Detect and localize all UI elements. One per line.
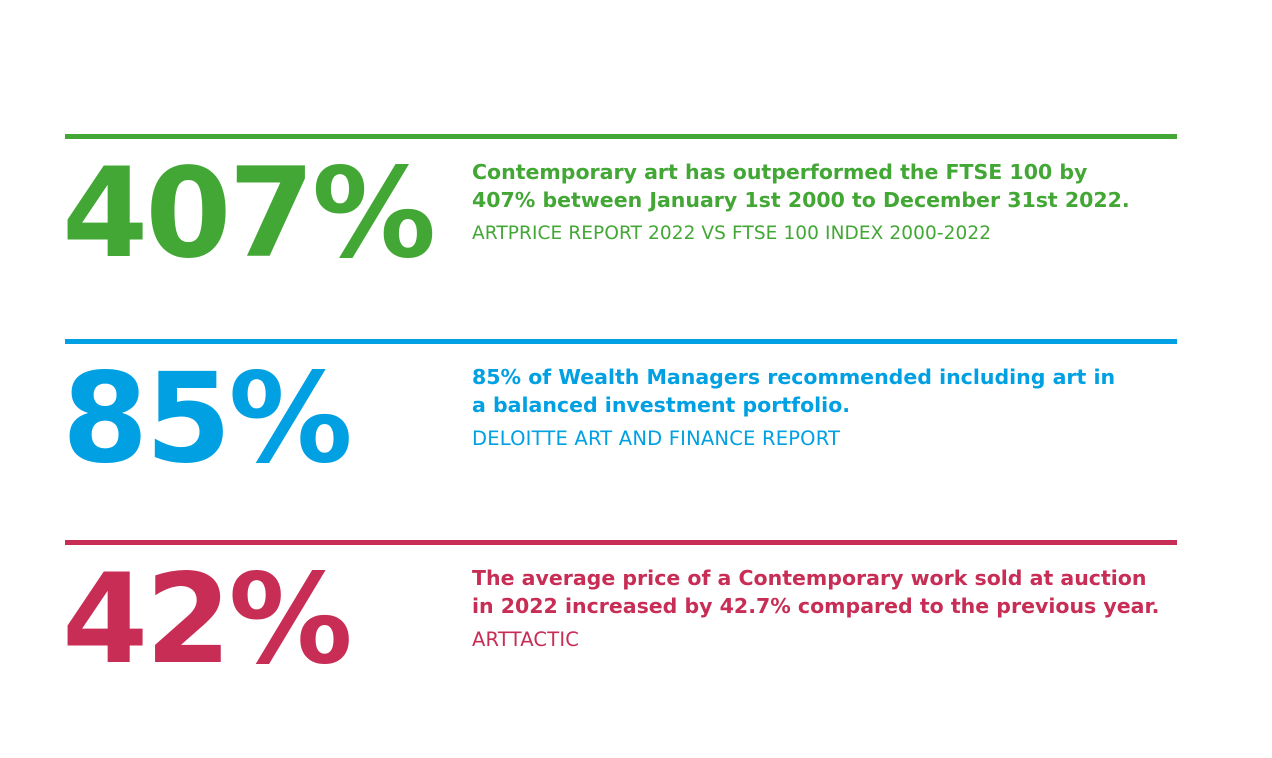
stat-text: Contemporary art has outperformed the FT… [472,158,1192,248]
divider-line [65,134,1177,139]
stat-headline-line: in 2022 increased by 42.7% compared to t… [472,594,1160,618]
divider-line [65,339,1177,344]
stat-headline: The average price of a Contemporary work… [472,564,1192,620]
stat-text: The average price of a Contemporary work… [472,564,1192,654]
stat-headline-line: 85% of Wealth Managers recommended inclu… [472,365,1116,389]
stat-headline-line: 407% between January 1st 2000 to Decembe… [472,188,1130,212]
stat-headline-line: The average price of a Contemporary work… [472,566,1147,590]
stat-value: 407% [62,142,436,286]
stat-text: 85% of Wealth Managers recommended inclu… [472,363,1192,453]
divider-line [65,540,1177,545]
stat-source: ARTTACTIC [472,628,580,651]
stat-headline: Contemporary art has outperformed the FT… [472,158,1192,214]
stat-source: DELOITTE ART AND FINANCE REPORT [472,427,841,450]
stat-headline-line: Contemporary art has outperformed the FT… [472,160,1088,184]
stat-value: 85% [62,347,353,491]
stat-value: 42% [62,548,353,692]
stat-source: ARTPRICE REPORT 2022 VS FTSE 100 INDEX 2… [472,223,992,244]
stat-headline: 85% of Wealth Managers recommended inclu… [472,363,1192,419]
stat-headline-line: a balanced investment portfolio. [472,393,851,417]
